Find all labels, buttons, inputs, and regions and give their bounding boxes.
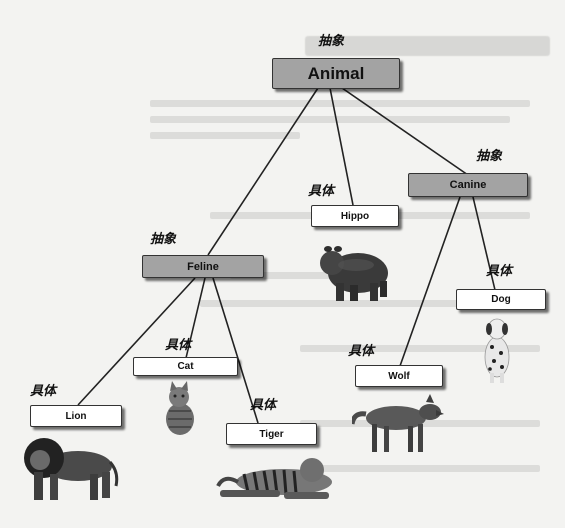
background-text-line	[150, 100, 530, 107]
abstract-tag-feline: 抽象	[150, 232, 177, 247]
dog-image	[484, 318, 510, 383]
lion-image	[24, 438, 119, 500]
edge-canine-wolf	[399, 196, 461, 367]
hippo-image	[320, 246, 388, 301]
background-text-line	[310, 465, 540, 472]
background-text-line	[150, 116, 510, 123]
concrete-tag-lion: 具体	[30, 384, 57, 399]
node-canine: Canine	[408, 173, 528, 197]
edge-animal-canine	[341, 87, 469, 176]
node-lion: Lion	[30, 405, 122, 427]
edge-feline-tiger	[212, 277, 259, 424]
node-wolf: Wolf	[355, 365, 443, 387]
edge-feline-lion	[77, 277, 196, 406]
concrete-tag-hippo: 具体	[308, 184, 335, 199]
cat-image	[166, 381, 194, 435]
background-text-line	[150, 132, 300, 139]
concrete-tag-cat: 具体	[165, 338, 192, 353]
background-text-line	[300, 345, 540, 352]
abstract-tag-animal: 抽象	[318, 34, 345, 49]
node-tiger: Tiger	[226, 423, 317, 445]
concrete-tag-wolf: 具体	[348, 344, 375, 359]
background-blurred-heading	[305, 36, 550, 56]
node-feline: Feline	[142, 255, 264, 278]
concrete-tag-dog: 具体	[486, 264, 513, 279]
tiger-image	[216, 458, 332, 499]
edge-animal-hippo	[329, 87, 354, 206]
edge-feline-cat	[185, 277, 206, 359]
edge-canine-dog	[472, 196, 496, 291]
wolf-image	[352, 394, 444, 452]
node-hippo: Hippo	[311, 205, 399, 227]
node-cat: Cat	[133, 357, 238, 376]
node-dog: Dog	[456, 289, 546, 310]
abstract-tag-canine: 抽象	[476, 149, 503, 164]
edge-animal-feline	[207, 87, 319, 256]
node-animal: Animal	[272, 58, 400, 89]
background-text-line	[230, 272, 350, 279]
background-text-line	[200, 300, 530, 307]
concrete-tag-tiger: 具体	[250, 398, 277, 413]
